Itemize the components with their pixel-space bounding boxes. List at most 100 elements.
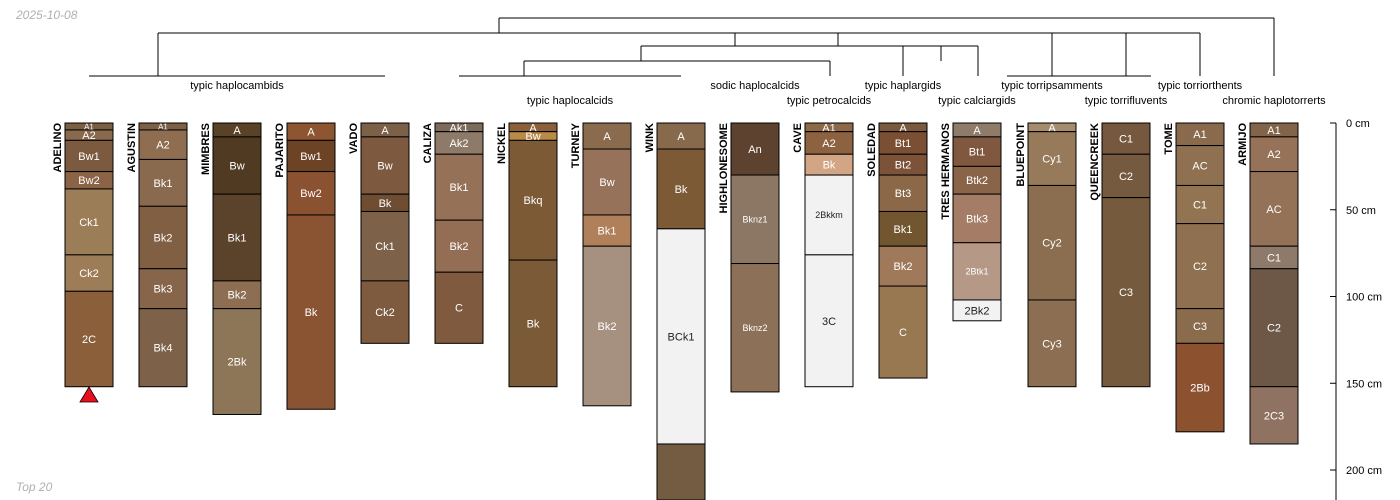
horizon-c2 (1249, 268, 1299, 388)
horizon-label: Bk (305, 307, 318, 319)
horizon-label: Bw1 (300, 151, 321, 163)
profile-name: VADO (348, 123, 360, 154)
horizon-label: C2 (1119, 171, 1133, 183)
horizon-label: Bknz2 (742, 323, 767, 333)
horizon-bk2 (582, 245, 632, 407)
profile-bluepoint: A Cy1 Cy2 Cy3 BLUEPOINT (1015, 122, 1077, 388)
axis-tick-label: 50 cm (1346, 205, 1376, 217)
horizon-c2 (1101, 153, 1151, 199)
horizon-cy2 (1027, 184, 1077, 301)
profile-highlonesome: An Bknz1 Bknz2 HIGHLONESOME (718, 122, 780, 393)
horizon-c1 (1175, 184, 1225, 225)
profile-name: MIMBRES (200, 123, 212, 175)
horizon-label: Bw1 (78, 151, 99, 163)
profile-name: TURNEY (570, 122, 582, 168)
horizon-label: A (233, 125, 241, 137)
horizon-label: 2Bkkm (815, 210, 843, 220)
profile-name: QUEENCREEK (1089, 123, 1101, 201)
horizon-label: Bk (823, 160, 836, 172)
profile-name: HIGHLONESOME (718, 123, 730, 213)
horizon-2bb (1175, 342, 1225, 433)
profile-name: ARMIJO (1237, 123, 1249, 166)
taxon-label: chromic haplotorrerts (1222, 95, 1326, 107)
taxon-label: typic petrocalcids (787, 95, 872, 107)
horizon-bk4 (138, 308, 188, 388)
profile-pajarito: A Bw1 Bw2 Bk PAJARITO (274, 122, 336, 410)
horizon-an (730, 122, 780, 176)
horizon-label: A (677, 131, 685, 143)
horizon-label: Ck1 (375, 241, 395, 253)
horizon-bw1 (286, 139, 336, 173)
horizon-label: Bknz1 (742, 215, 767, 225)
horizon-label: Ck1 (79, 217, 99, 229)
profile-soledad: A Bt1 Bt2 Bt3 Bk1 Bk2 C SOLEDAD (866, 122, 928, 379)
axis-tick-label: 200 cm (1346, 465, 1382, 477)
horizon-bck1 (656, 228, 706, 445)
profile-armijo: A1 A2 AC C1 C2 2C3 ARMIJO (1237, 122, 1299, 445)
horizon-label: Ck2 (375, 307, 395, 319)
horizon-label: Bt1 (895, 138, 912, 150)
horizon-label: Bw2 (300, 188, 321, 200)
profile-wink: A Bk BCk1 WINK (644, 122, 706, 500)
profile-tres-hermanos: A Bt1 Btk2 Btk3 2Btk1 2Bk2 TRES HERMANOS (940, 122, 1002, 322)
horizon-label: Bw2 (78, 175, 99, 187)
horizon-label: A (973, 125, 981, 137)
taxon-label: typic torrifluvents (1085, 95, 1168, 107)
horizon-label: Ak2 (450, 138, 469, 150)
horizon-label: Cy2 (1042, 238, 1062, 250)
axis-tick-label: 150 cm (1346, 378, 1382, 390)
horizon-2c3 (1249, 386, 1299, 445)
profile-name: SOLEDAD (866, 123, 878, 177)
horizon-bt1 (952, 136, 1002, 167)
horizon-label: Bk2 (894, 261, 913, 273)
horizon-label: Bw (599, 177, 614, 189)
horizon-bk1 (878, 210, 928, 247)
profile-name: PAJARITO (274, 123, 286, 178)
horizon-label: A1 (158, 122, 168, 131)
horizon-a2 (1249, 136, 1299, 173)
horizon-bw (360, 136, 410, 195)
horizon-label: A (603, 131, 611, 143)
horizon-bw (212, 136, 262, 195)
horizon-label: 3C (822, 316, 836, 328)
horizon-label: Ck2 (79, 268, 99, 280)
horizon-label: Bt1 (969, 147, 986, 159)
horizon-label: 2C3 (1264, 410, 1284, 422)
horizon-c1 (1101, 122, 1151, 155)
horizon-label: C2 (1193, 261, 1207, 273)
horizon-3c (804, 254, 854, 388)
taxon-label: sodic haplocalcids (710, 80, 800, 92)
horizon-bk1 (212, 193, 262, 282)
horizon-label: Bk1 (894, 224, 913, 236)
horizon-unlabeled (656, 443, 706, 500)
horizon-c3 (1101, 197, 1151, 388)
horizon-label: A (529, 122, 537, 134)
horizon-label: Bk2 (154, 232, 173, 244)
horizon-a (656, 122, 706, 150)
taxon-label: typic haplargids (865, 80, 942, 92)
horizon-label: C1 (1119, 134, 1133, 146)
horizon-bw (582, 148, 632, 216)
axis-tick-label: 0 cm (1346, 118, 1370, 130)
horizon-cy1 (1027, 131, 1077, 186)
horizon-ck1 (360, 210, 410, 282)
horizon-label: Bk (675, 184, 688, 196)
horizon-label: Bk3 (154, 284, 173, 296)
horizon-ac (1249, 171, 1299, 247)
horizon-2btk1 (952, 242, 1002, 301)
profile-name: ADELINO (52, 123, 64, 173)
horizon-bk (656, 148, 706, 230)
horizon-label: Btk3 (966, 213, 988, 225)
horizon-label: A (381, 125, 389, 137)
taxon-label: typic torripsamments (1001, 80, 1103, 92)
horizon-c (434, 271, 484, 344)
horizon-label: Bk (527, 318, 540, 330)
horizon-label: A (1048, 122, 1056, 134)
horizon-label: AC (1192, 160, 1207, 172)
horizon-label: A1 (1193, 129, 1206, 141)
profile-name: WINK (644, 123, 656, 152)
